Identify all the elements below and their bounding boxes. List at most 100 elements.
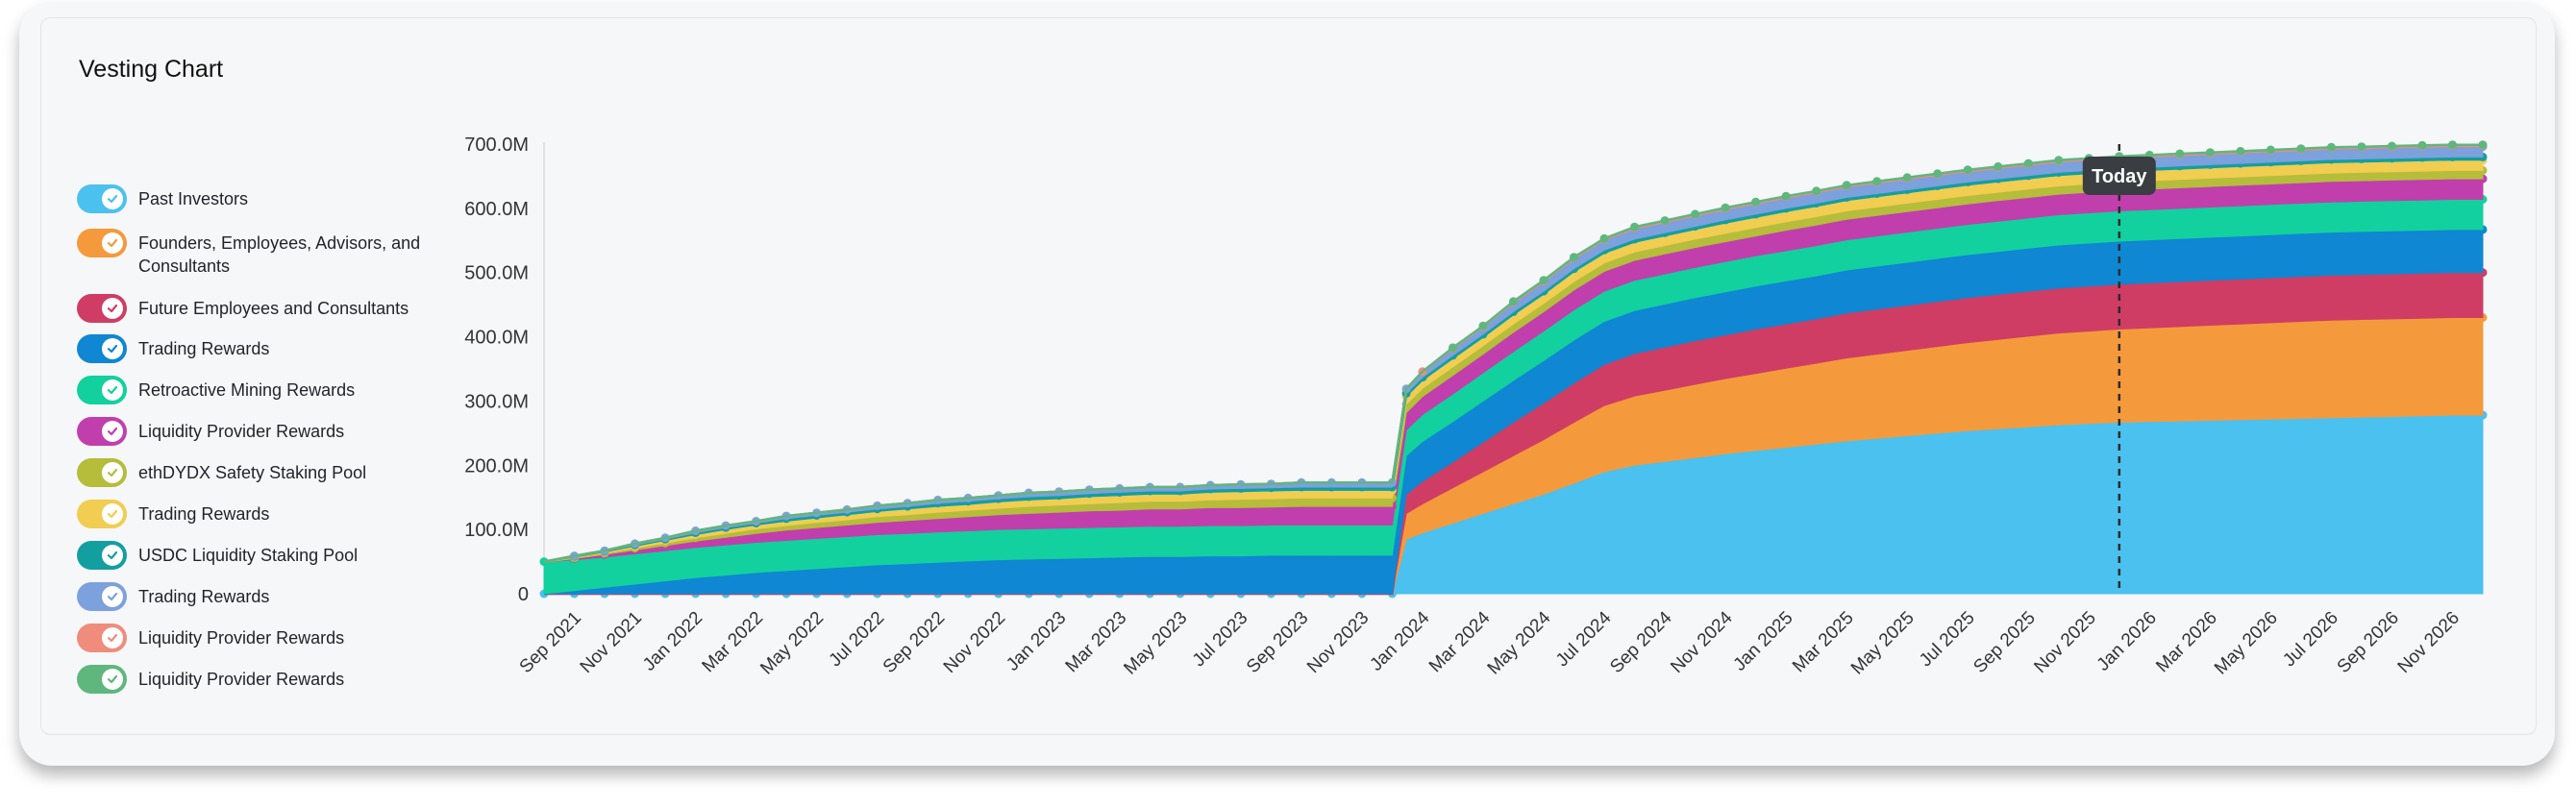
series-toggle[interactable] xyxy=(77,334,127,363)
data-point xyxy=(1751,197,1761,207)
data-point xyxy=(1570,253,1578,262)
y-tick-label: 600.0M xyxy=(464,199,529,220)
legend-item[interactable]: Past Investors xyxy=(77,184,427,213)
x-tick-label: May 2024 xyxy=(1484,607,1555,678)
legend-item[interactable]: Liquidity Provider Rewards xyxy=(77,417,427,446)
checkmark-icon xyxy=(102,421,123,442)
x-tick-label: Nov 2024 xyxy=(1667,607,1737,677)
x-tick-label: Jul 2022 xyxy=(826,608,889,672)
data-point xyxy=(2478,140,2488,150)
data-point xyxy=(1599,233,1609,243)
x-tick-label: Sep 2022 xyxy=(879,608,949,677)
data-point xyxy=(1842,181,1851,190)
x-tick-label: Mar 2022 xyxy=(699,608,768,677)
legend-item[interactable]: Founders, Employees, Advisors, and Consu… xyxy=(77,229,427,278)
legend-label: Liquidity Provider Rewards xyxy=(138,422,345,441)
data-point xyxy=(2296,144,2306,154)
x-tick-label: Sep 2023 xyxy=(1243,608,1312,677)
data-point xyxy=(1902,173,1912,183)
legend-label: Liquidity Provider Rewards xyxy=(138,628,345,648)
x-tick-label: Jan 2024 xyxy=(1366,607,1433,674)
data-point xyxy=(1721,203,1730,212)
series-toggle[interactable] xyxy=(77,184,127,213)
checkmark-icon xyxy=(102,379,123,401)
legend-item[interactable]: Trading Rewards xyxy=(77,334,427,363)
checkmark-icon xyxy=(102,503,123,525)
data-point xyxy=(2357,142,2366,152)
x-tick-label: Sep 2025 xyxy=(1969,608,2039,677)
x-tick-label: Sep 2026 xyxy=(2334,608,2403,677)
legend-label: Future Employees and Consultants xyxy=(138,299,409,318)
y-tick-label: 500.0M xyxy=(464,263,529,284)
chart-title: Vesting Chart xyxy=(79,56,224,83)
y-tick-label: 700.0M xyxy=(464,134,529,156)
x-tick-label: Nov 2026 xyxy=(2394,608,2464,677)
series-toggle[interactable] xyxy=(77,458,127,487)
legend-label: Trading Rewards xyxy=(138,339,270,358)
data-point xyxy=(1963,165,1972,175)
data-point xyxy=(2175,149,2185,159)
legend-label: Retroactive Mining Rewards xyxy=(138,380,356,400)
series-toggle[interactable] xyxy=(77,294,127,323)
legend-item[interactable]: ethDYDX Safety Staking Pool xyxy=(77,458,427,487)
data-point xyxy=(1539,276,1548,285)
series-toggle[interactable] xyxy=(77,582,127,611)
checkmark-icon xyxy=(102,232,123,254)
x-tick-label: Jan 2025 xyxy=(1729,608,1796,675)
data-point xyxy=(1872,177,1882,186)
data-point xyxy=(1509,297,1518,306)
x-tick-label: May 2023 xyxy=(1120,608,1191,679)
series-toggle[interactable] xyxy=(77,541,127,570)
data-point xyxy=(1933,169,1943,179)
data-point xyxy=(1812,186,1821,196)
legend-item[interactable]: Future Employees and Consultants xyxy=(77,294,427,323)
data-point xyxy=(2023,159,2033,168)
x-tick-label: Jan 2023 xyxy=(1003,608,1070,675)
data-point xyxy=(2326,142,2336,152)
x-tick-label: Jan 2026 xyxy=(2093,608,2161,675)
legend-label: Liquidity Provider Rewards xyxy=(138,670,345,689)
series-toggle[interactable] xyxy=(77,624,127,652)
legend-label: Past Investors xyxy=(138,189,249,208)
legend-item[interactable]: USDC Liquidity Staking Pool xyxy=(77,541,427,570)
x-tick-label: Jan 2022 xyxy=(639,608,706,675)
data-point xyxy=(1630,222,1640,232)
x-tick-label: May 2022 xyxy=(756,608,828,679)
series-toggle[interactable] xyxy=(77,229,127,257)
x-tick-label: May 2025 xyxy=(1847,608,1919,679)
checkmark-icon xyxy=(102,545,123,566)
legend-label: Founders, Employees, Advisors, and Consu… xyxy=(138,233,421,276)
legend-item[interactable]: Trading Rewards xyxy=(77,582,427,611)
x-tick-label: Nov 2022 xyxy=(940,608,1009,677)
x-tick-label: May 2026 xyxy=(2211,608,2282,679)
data-point xyxy=(1449,343,1457,353)
y-tick-label: 100.0M xyxy=(464,520,529,541)
x-tick-label: Mar 2024 xyxy=(1425,607,1495,676)
checkmark-icon xyxy=(102,627,123,648)
legend-item[interactable]: Trading Rewards xyxy=(77,500,427,528)
y-tick-label: 0 xyxy=(518,584,529,605)
series-toggle[interactable] xyxy=(77,376,127,404)
checkmark-icon xyxy=(102,338,123,359)
data-point xyxy=(2448,140,2457,150)
legend-item[interactable]: Liquidity Provider Rewards xyxy=(77,624,427,652)
legend-label: Trading Rewards xyxy=(138,587,270,606)
legend-item[interactable]: Retroactive Mining Rewards xyxy=(77,376,427,404)
x-tick-label: Mar 2026 xyxy=(2152,608,2221,677)
checkmark-icon xyxy=(102,188,123,209)
series-toggle[interactable] xyxy=(77,417,127,446)
legend-label: ethDYDX Safety Staking Pool xyxy=(138,463,367,482)
series-toggle[interactable] xyxy=(77,665,127,694)
x-tick-label: Nov 2021 xyxy=(577,608,646,677)
x-tick-label: Jul 2025 xyxy=(1916,608,1979,672)
today-label: Today xyxy=(2092,166,2147,187)
series-toggle[interactable] xyxy=(77,500,127,528)
checkmark-icon xyxy=(102,298,123,319)
x-tick-label: Jul 2023 xyxy=(1189,608,1252,672)
y-tick-label: 200.0M xyxy=(464,455,529,477)
checkmark-icon xyxy=(102,669,123,690)
x-tick-label: Nov 2023 xyxy=(1303,608,1373,677)
legend-item[interactable]: Liquidity Provider Rewards xyxy=(77,665,427,694)
data-point xyxy=(2388,141,2396,151)
